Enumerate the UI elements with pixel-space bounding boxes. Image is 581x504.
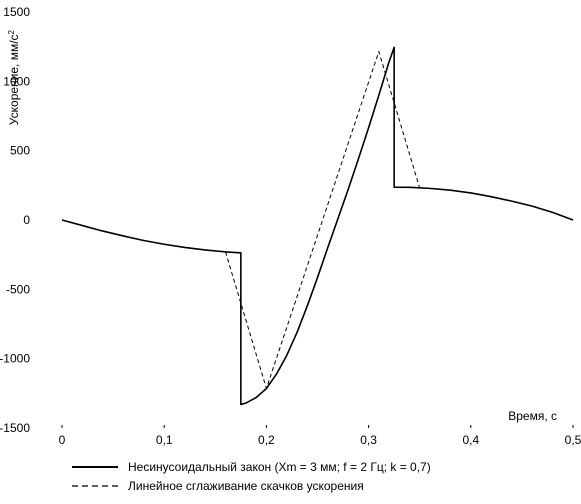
x-axis-label: Время, с: [508, 409, 557, 423]
series-line-smoothing: [225, 51, 421, 389]
y-tick-label: 1500: [3, 5, 30, 19]
y-tick-label: -500: [6, 282, 30, 296]
y-tick-label: -1000: [0, 352, 30, 366]
svg-text:Ускорение, мм/с2: Ускорение, мм/с2: [7, 29, 21, 125]
series-layer: [61, 46, 574, 406]
legend: Несинусоидальный закон (Xm = 3 мм; f = 2…: [72, 460, 431, 493]
y-tick-label: -1500: [0, 421, 30, 435]
y-tick-label: 500: [10, 144, 30, 158]
y-axis-label-text: Ускорение, мм/с: [7, 34, 21, 125]
x-tick-label: 0,4: [462, 433, 479, 447]
y-axis-label-superscript: 2: [7, 29, 16, 34]
x-tick-label: 0,5: [565, 433, 581, 447]
y-axis-label: Ускорение, мм/с2: [7, 29, 21, 125]
y-tick-label: 1000: [3, 74, 30, 88]
x-tick-label: 0,1: [156, 433, 173, 447]
axes: 1500 1000 500 0 -500 -1000 -1500 0 0,1 0,2 0,3 0,4 0…: [0, 5, 581, 447]
x-tick-label: 0,3: [360, 433, 377, 447]
legend-label: Несинусоидальный закон (Xm = 3 мм; f = 2…: [128, 460, 431, 474]
series-line-acceleration: [61, 46, 574, 406]
x-tick-label: 0,2: [258, 433, 275, 447]
legend-label: Линейное сглаживание скачков ускорения: [128, 479, 364, 493]
y-tick-label: 0: [23, 213, 30, 227]
x-tick-label: 0: [59, 433, 66, 447]
